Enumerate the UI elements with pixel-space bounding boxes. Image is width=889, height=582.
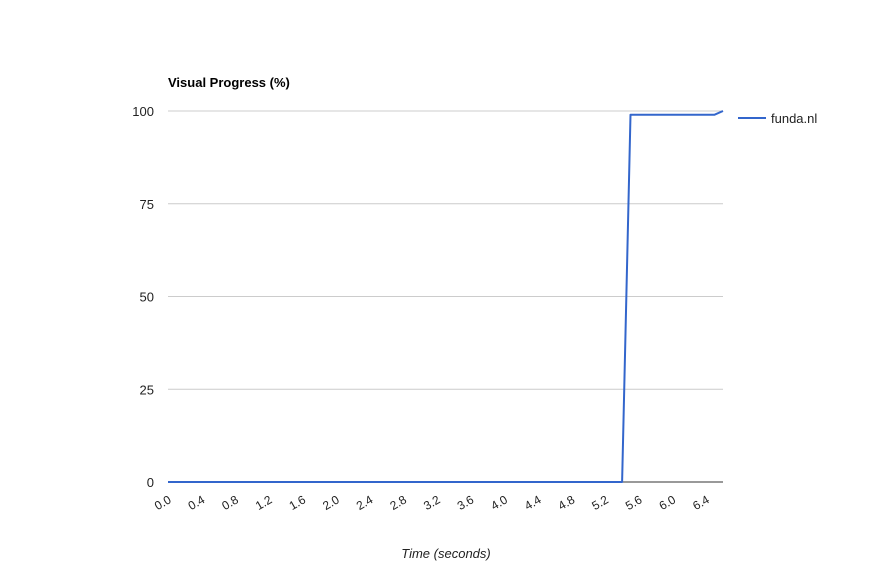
x-tick-label: 6.4 — [690, 492, 712, 513]
x-axis-label: Time (seconds) — [401, 546, 490, 561]
legend-label: funda.nl — [771, 111, 817, 126]
x-axis-ticks: 0.0 0.4 0.8 1.2 1.6 2.0 2.4 2.8 3.2 3.6 4.0 4.4 4.8 5… — [152, 492, 712, 513]
x-tick-label: 6.0 — [657, 492, 679, 513]
x-tick-label: 5.2 — [589, 492, 611, 513]
chart-title: Visual Progress (%) — [168, 75, 290, 90]
legend: funda.nl — [738, 111, 817, 126]
y-tick-label: 100 — [132, 104, 154, 119]
x-tick-label: 1.2 — [253, 492, 275, 513]
x-tick-label: 1.6 — [287, 492, 309, 513]
x-tick-label: 5.6 — [623, 492, 645, 513]
series-line — [168, 110, 724, 483]
x-tick-label: 3.6 — [455, 492, 477, 513]
x-tick-label: 0.8 — [219, 492, 241, 513]
y-tick-label: 25 — [140, 382, 154, 397]
x-tick-label: 2.8 — [388, 492, 410, 513]
x-tick-label: 4.8 — [556, 492, 578, 513]
x-tick-label: 3.2 — [421, 492, 443, 513]
x-tick-label: 2.4 — [354, 492, 376, 513]
x-tick-label: 0.0 — [152, 492, 174, 513]
x-tick-label: 2.0 — [320, 492, 342, 513]
x-tick-label: 0.4 — [186, 492, 208, 513]
y-axis-ticks: 0 25 50 75 100 — [132, 104, 154, 490]
y-tick-label: 75 — [140, 197, 154, 212]
x-tick-label: 4.4 — [522, 492, 544, 513]
y-tick-label: 50 — [140, 290, 154, 305]
y-tick-label: 0 — [147, 475, 154, 490]
x-tick-label: 4.0 — [488, 492, 510, 513]
series-lines — [168, 110, 724, 483]
gridlines — [168, 110, 723, 483]
